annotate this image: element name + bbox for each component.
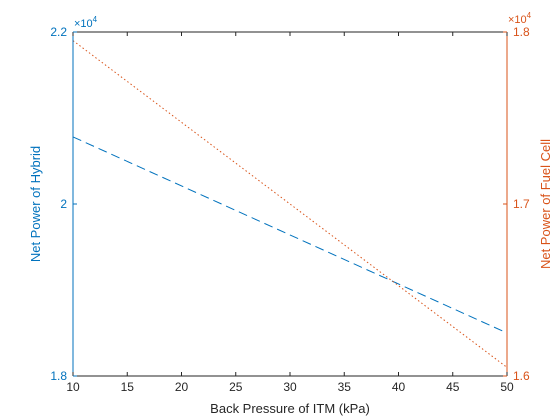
right-y-axis-label: Net Power of Fuel Cell	[538, 139, 553, 269]
x-tick-label: 30	[283, 380, 297, 394]
x-axis-label: Back Pressure of ITM (kPa)	[210, 401, 370, 416]
right-exponent-power: 4	[527, 11, 532, 20]
right-y-tick-label: 1.7	[513, 197, 530, 211]
left-y-tick-label: 1.8	[50, 369, 67, 383]
left-y-tick-label: 2	[60, 197, 67, 211]
hybrid-series-line	[72, 136, 508, 334]
x-tick-label: 50	[500, 380, 514, 394]
left-y-tick-label: 2.2	[50, 25, 67, 39]
plot-area-background	[73, 32, 507, 376]
right-exponent-base: ×10	[508, 14, 527, 26]
fuel-cell-series-line	[72, 40, 508, 368]
left-axis-exponent: ×104	[74, 15, 98, 30]
left-exponent-base: ×10	[74, 18, 93, 30]
right-axis-exponent: ×104	[508, 11, 532, 26]
x-tick-label: 20	[175, 380, 189, 394]
left-y-axis-label: Net Power of Hybrid	[28, 146, 43, 262]
x-tick-label: 15	[121, 380, 135, 394]
x-tick-label: 35	[338, 380, 352, 394]
left-exponent-power: 4	[93, 15, 98, 24]
x-tick-label: 45	[446, 380, 460, 394]
series-layer	[72, 40, 508, 368]
right-y-tick-label: 1.8	[513, 25, 530, 39]
x-tick-label: 25	[229, 380, 243, 394]
x-tick-label: 40	[392, 380, 406, 394]
x-tick-label: 10	[66, 380, 80, 394]
right-y-tick-label: 1.6	[513, 369, 530, 383]
ticks-layer: 10 15 20 25 30 35 40 45 50 1.8 2 2.2 1.6 1.7 1.8	[50, 25, 530, 394]
